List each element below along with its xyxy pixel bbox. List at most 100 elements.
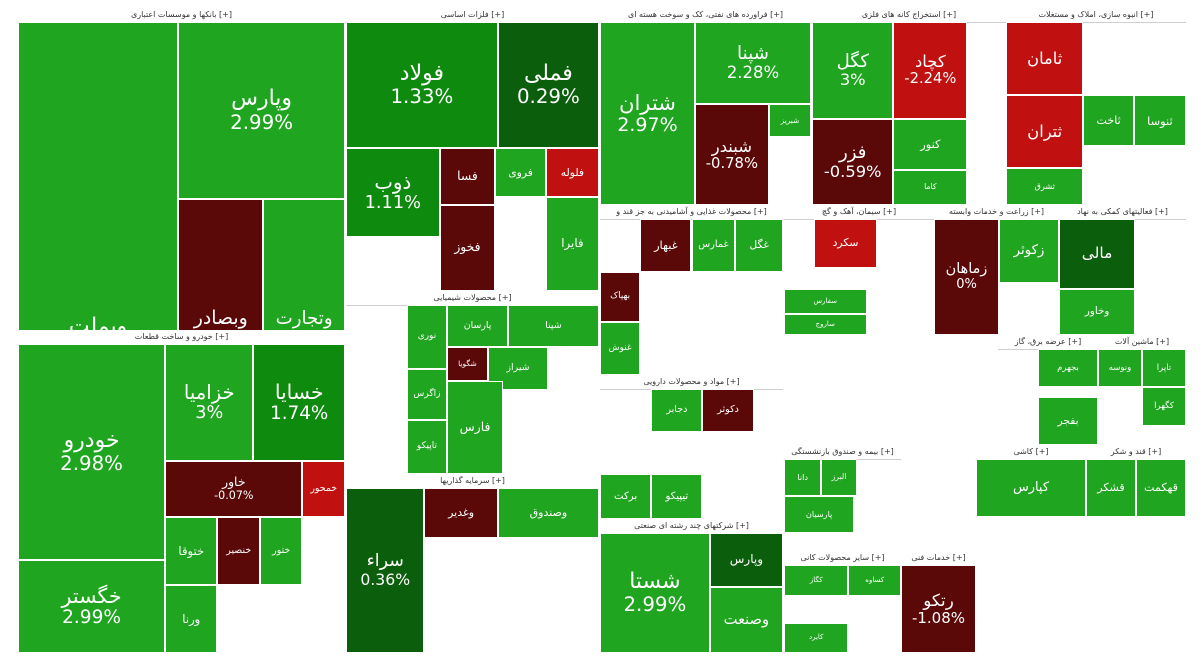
- stock-tile[interactable]: ثنوسا: [1133, 95, 1186, 147]
- stock-tile[interactable]: وپارس 2.99%: [178, 22, 345, 199]
- stock-tile[interactable]: زاگرس: [406, 369, 448, 420]
- stock-tile[interactable]: سراء 0.36%: [346, 488, 425, 653]
- sector-header[interactable]: بیمه و صندوق بازنشستگی [+]: [784, 445, 901, 460]
- stock-tile[interactable]: خودرو 2.98%: [18, 344, 166, 561]
- stock-tile[interactable]: رتکو -1.08%: [901, 565, 976, 653]
- stock-tile[interactable]: ورنا: [165, 585, 218, 653]
- stock-tile[interactable]: کگهرا: [1142, 387, 1186, 426]
- stock-tile[interactable]: تاپیکو: [406, 419, 448, 474]
- stock-tile[interactable]: زکوثر: [999, 219, 1059, 283]
- sector-header[interactable]: شرکتهای چند رشته ای صنعتی [+]: [600, 519, 783, 534]
- stock-tile[interactable]: ختور: [259, 517, 303, 585]
- stock-tile[interactable]: کگاز: [784, 565, 849, 596]
- stock-tile[interactable]: کچاد -2.24%: [893, 22, 968, 119]
- stock-symbol: خنصیر: [226, 544, 252, 556]
- stock-tile[interactable]: فارس: [447, 381, 503, 474]
- stock-tile[interactable]: شستا 2.99%: [600, 533, 710, 653]
- sector-header[interactable]: خدمات فنی [+]: [901, 551, 976, 566]
- stock-tile[interactable]: ثاخت: [1083, 95, 1134, 147]
- stock-tile[interactable]: وصندوق: [497, 488, 599, 538]
- stock-tile[interactable]: البرز: [821, 459, 857, 496]
- stock-tile[interactable]: بجهرم: [1038, 349, 1098, 388]
- sector-header[interactable]: فعالیتهای کمکی به نهاد [+]: [1059, 205, 1186, 220]
- stock-tile[interactable]: ذوب 1.11%: [346, 148, 440, 238]
- sector-header[interactable]: محصولات غذایی و آشامیدنی به جز قند و [+]: [600, 205, 783, 220]
- stock-tile[interactable]: فروی: [495, 148, 546, 197]
- stock-tile[interactable]: دانا: [784, 459, 822, 496]
- sector-header[interactable]: سایر محصولات کانی [+]: [784, 551, 901, 566]
- stock-tile[interactable]: شگویا: [447, 347, 488, 382]
- stock-tile[interactable]: کساوه: [848, 565, 901, 596]
- stock-tile[interactable]: خاور -0.07%: [165, 461, 303, 518]
- stock-tile[interactable]: پارسان: [447, 305, 508, 348]
- stock-tile[interactable]: ساروج: [784, 314, 867, 335]
- sector-header[interactable]: ماشین آلات [+]: [1098, 335, 1186, 350]
- sector-header[interactable]: کاشی [+]: [976, 445, 1086, 460]
- stock-tile[interactable]: شتران 2.97%: [600, 22, 695, 205]
- stock-tile[interactable]: کاما: [893, 170, 968, 205]
- stock-tile[interactable]: غنوش: [600, 321, 641, 375]
- stock-tile[interactable]: خگستر 2.99%: [18, 560, 166, 653]
- stock-tile[interactable]: تاپرا: [1142, 349, 1186, 388]
- sector-header[interactable]: خودرو و ساخت قطعات [+]: [18, 330, 345, 345]
- sector-header[interactable]: فراورده های نفتی، کک و سوخت هسته ای [+]: [600, 8, 811, 23]
- stock-tile[interactable]: فملی 0.29%: [497, 22, 599, 149]
- stock-tile[interactable]: وصنعت: [709, 587, 783, 653]
- stock-tile[interactable]: شپنا: [507, 305, 599, 348]
- sector-header[interactable]: سیمان، آهک و گچ [+]: [784, 205, 934, 220]
- stock-tile[interactable]: وپارس: [709, 533, 783, 587]
- stock-tile[interactable]: کایرد: [784, 623, 849, 653]
- stock-tile[interactable]: وخاور: [1059, 288, 1136, 335]
- sector-header[interactable]: سرمایه گذاریها [+]: [346, 474, 599, 489]
- sector-header[interactable]: استخراج کانه های فلزی [+]: [812, 8, 1006, 23]
- stock-tile[interactable]: ثشرق: [1006, 168, 1084, 205]
- sector-header[interactable]: زراعت و خدمات وابسته [+]: [934, 205, 1059, 220]
- stock-tile[interactable]: خمحور: [302, 461, 345, 518]
- sector-header[interactable]: بانکها و موسسات اعتباری [+]: [18, 8, 345, 23]
- stock-tile[interactable]: دجابر: [651, 389, 703, 432]
- stock-tile[interactable]: سکرد: [814, 219, 877, 268]
- sector-header[interactable]: محصولات شیمیایی [+]: [346, 291, 599, 306]
- stock-tile[interactable]: کنور: [893, 118, 968, 171]
- stock-tile[interactable]: غگل: [735, 219, 783, 273]
- stock-tile[interactable]: فولاد 1.33%: [346, 22, 498, 149]
- stock-tile[interactable]: دکوثر: [702, 389, 754, 432]
- stock-tile[interactable]: تیپیکو: [651, 473, 703, 519]
- stock-tile[interactable]: شبندر -0.78%: [694, 104, 769, 205]
- sector-header[interactable]: فلزات اساسی [+]: [346, 8, 599, 23]
- stock-tile[interactable]: برکت: [600, 473, 652, 519]
- sector-header[interactable]: عرضه برق، گاز [+]: [998, 335, 1098, 350]
- stock-tile[interactable]: خزامیا 3%: [165, 344, 254, 462]
- stock-tile[interactable]: ثامان: [1006, 22, 1084, 96]
- stock-tile[interactable]: غبهار: [640, 219, 692, 273]
- stock-tile[interactable]: زماهان 0%: [934, 219, 999, 335]
- stock-tile[interactable]: غمارس: [691, 219, 736, 273]
- stock-tile[interactable]: فلوله: [545, 148, 599, 197]
- stock-tile[interactable]: شپنا 2.28%: [694, 22, 811, 105]
- sector-header[interactable]: مواد و محصولات دارویی [+]: [600, 375, 783, 390]
- stock-tile[interactable]: بهپاک: [600, 272, 641, 322]
- stock-tile[interactable]: فزر -0.59%: [812, 118, 894, 205]
- stock-tile[interactable]: کگل 3%: [812, 22, 894, 119]
- stock-tile[interactable]: فایرا: [545, 196, 599, 291]
- stock-tile[interactable]: فخوز: [439, 204, 496, 291]
- stock-tile[interactable]: بفجر: [1038, 397, 1098, 445]
- stock-tile[interactable]: قشکر: [1086, 459, 1136, 518]
- sector-header[interactable]: قند و شکر [+]: [1086, 445, 1186, 460]
- stock-tile[interactable]: خسایا 1.74%: [253, 344, 345, 462]
- stock-tile[interactable]: خنصیر: [217, 517, 260, 585]
- stock-tile[interactable]: مالی: [1059, 219, 1136, 289]
- stock-tile[interactable]: سفارس: [784, 288, 867, 315]
- stock-tile[interactable]: کپارس: [976, 459, 1086, 518]
- stock-tile[interactable]: شبریز: [768, 104, 811, 138]
- stock-tile[interactable]: نوری: [406, 305, 448, 370]
- sector-header[interactable]: انبوه سازی، املاک و مستغلات [+]: [1006, 8, 1186, 23]
- stock-tile[interactable]: ختوقا: [165, 517, 218, 585]
- stock-tile[interactable]: پارسیان: [784, 495, 855, 533]
- stock-tile[interactable]: قهکمت: [1136, 459, 1186, 518]
- stock-tile[interactable]: وغدیر: [424, 488, 498, 538]
- stock-tile[interactable]: فسا: [439, 148, 496, 205]
- stock-tile[interactable]: ونوسه: [1098, 349, 1142, 388]
- stock-tile[interactable]: ثتران: [1006, 95, 1084, 169]
- stock-symbol: غمارس: [698, 239, 729, 251]
